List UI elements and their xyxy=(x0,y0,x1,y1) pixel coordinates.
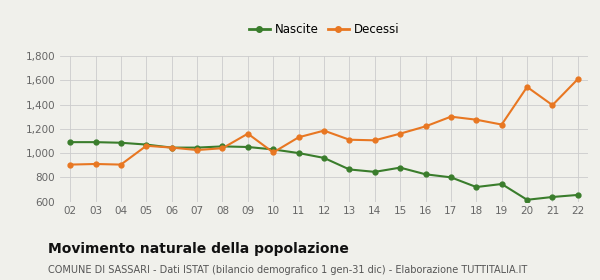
Decessi xyxy=(244,132,251,135)
Decessi xyxy=(193,148,200,152)
Nascite xyxy=(295,151,302,155)
Decessi xyxy=(448,115,455,118)
Nascite xyxy=(193,146,200,149)
Nascite xyxy=(320,156,328,160)
Decessi xyxy=(473,118,480,122)
Nascite xyxy=(523,198,530,202)
Decessi xyxy=(320,129,328,132)
Decessi xyxy=(397,132,404,135)
Nascite xyxy=(473,185,480,189)
Nascite xyxy=(269,148,277,151)
Decessi xyxy=(346,138,353,141)
Decessi xyxy=(269,151,277,154)
Decessi xyxy=(371,139,379,142)
Decessi xyxy=(168,146,175,149)
Decessi xyxy=(574,77,581,81)
Text: Movimento naturale della popolazione: Movimento naturale della popolazione xyxy=(48,242,349,256)
Line: Decessi: Decessi xyxy=(68,77,580,167)
Nascite xyxy=(549,195,556,199)
Nascite xyxy=(143,143,150,146)
Decessi xyxy=(422,125,429,128)
Decessi xyxy=(118,163,125,166)
Nascite xyxy=(371,170,379,174)
Text: COMUNE DI SASSARI - Dati ISTAT (bilancio demografico 1 gen-31 dic) - Elaborazion: COMUNE DI SASSARI - Dati ISTAT (bilancio… xyxy=(48,265,527,275)
Nascite xyxy=(67,141,74,144)
Nascite xyxy=(346,168,353,171)
Decessi xyxy=(92,162,99,166)
Nascite xyxy=(574,193,581,197)
Line: Nascite: Nascite xyxy=(68,140,580,202)
Decessi xyxy=(219,146,226,150)
Legend: Nascite, Decessi: Nascite, Decessi xyxy=(244,18,404,41)
Nascite xyxy=(92,141,99,144)
Decessi xyxy=(143,144,150,148)
Nascite xyxy=(118,141,125,144)
Nascite xyxy=(219,145,226,148)
Nascite xyxy=(422,172,429,176)
Decessi xyxy=(67,163,74,166)
Decessi xyxy=(295,136,302,139)
Nascite xyxy=(448,176,455,179)
Nascite xyxy=(168,146,175,149)
Nascite xyxy=(397,166,404,169)
Decessi xyxy=(523,85,530,88)
Decessi xyxy=(498,123,505,126)
Nascite xyxy=(498,182,505,186)
Decessi xyxy=(549,103,556,107)
Nascite xyxy=(244,145,251,149)
